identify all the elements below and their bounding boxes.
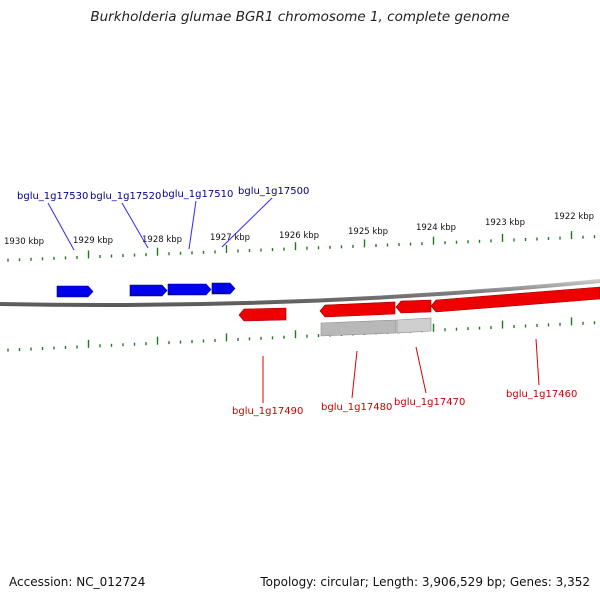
leader-line bbox=[188, 200, 197, 250]
kbp-label: 1927 kbp bbox=[210, 233, 250, 243]
gene-label-bglu-1g17530[interactable]: bglu_1g17530 bbox=[17, 191, 88, 202]
gene-arrow-bglu-1g17500[interactable] bbox=[211, 282, 236, 295]
gene-arrow-bglu-1g17520-shade bbox=[130, 294, 162, 296]
leader-line bbox=[121, 202, 149, 249]
gene-label-bglu-1g17500[interactable]: bglu_1g17500 bbox=[238, 186, 309, 197]
gene-label-bglu-1g17460[interactable]: bglu_1g17460 bbox=[506, 389, 577, 400]
gene-arrow-bglu-1g17460[interactable] bbox=[430, 286, 600, 313]
kbp-label: 1925 kbp bbox=[348, 227, 388, 237]
gene-features bbox=[56, 282, 600, 337]
gene-arrow-bglu-1g17470[interactable] bbox=[395, 299, 432, 314]
gene-arrow-bglu-1g17520[interactable] bbox=[129, 284, 168, 297]
gene-arrow-bglu-1g17490[interactable] bbox=[238, 307, 287, 322]
gene-leader-lines bbox=[47, 197, 540, 403]
gene-arrow-bglu-1g17530-shade bbox=[57, 295, 88, 297]
kbp-label: 1929 kbp bbox=[73, 236, 113, 246]
leader-line bbox=[351, 350, 358, 399]
gene-label-bglu-1g17470[interactable]: bglu_1g17470 bbox=[394, 397, 465, 408]
leader-line bbox=[221, 197, 273, 248]
gene-arrow-bglu-1g17500-shade bbox=[212, 292, 230, 294]
lower-tick-track bbox=[7, 317, 596, 352]
upper-tick-track bbox=[7, 231, 596, 262]
chromosome-backbone bbox=[0, 279, 600, 308]
kbp-label: 1922 kbp bbox=[554, 212, 594, 222]
genome-summary-text: Topology: circular; Length: 3,906,529 bp… bbox=[260, 575, 590, 589]
kbp-label: 1924 kbp bbox=[416, 223, 456, 233]
gene-label-bglu-1g17490[interactable]: bglu_1g17490 bbox=[232, 406, 303, 417]
map-title: Burkholderia glumae BGR1 chromosome 1, c… bbox=[90, 9, 510, 25]
gene-label-bglu-1g17520[interactable]: bglu_1g17520 bbox=[90, 191, 161, 202]
leader-line bbox=[47, 202, 75, 251]
gene-label-bglu-1g17480[interactable]: bglu_1g17480 bbox=[321, 402, 392, 413]
kbp-label: 1923 kbp bbox=[485, 218, 525, 228]
leader-line bbox=[535, 338, 540, 386]
gene-arrow-bglu-1g17480[interactable] bbox=[319, 301, 396, 318]
feature-block-grey[interactable] bbox=[320, 319, 397, 337]
gene-arrow-bglu-1g17510[interactable] bbox=[167, 283, 212, 296]
gene-arrow-bglu-1g17510-shade bbox=[168, 293, 206, 295]
feature-block-grey[interactable] bbox=[396, 317, 432, 334]
gene-label-bglu-1g17510[interactable]: bglu_1g17510 bbox=[162, 189, 233, 200]
kbp-label: 1930 kbp bbox=[4, 237, 44, 247]
accession-text: Accession: NC_012724 bbox=[9, 575, 146, 589]
kbp-label: 1926 kbp bbox=[279, 231, 319, 241]
kbp-scale-labels: 1930 kbp 1929 kbp 1928 kbp 1927 kbp 1926 kbp… bbox=[4, 212, 594, 247]
leader-line bbox=[415, 346, 427, 394]
kbp-label: 1928 kbp bbox=[142, 235, 182, 245]
gene-arrow-bglu-1g17530[interactable] bbox=[56, 285, 94, 298]
